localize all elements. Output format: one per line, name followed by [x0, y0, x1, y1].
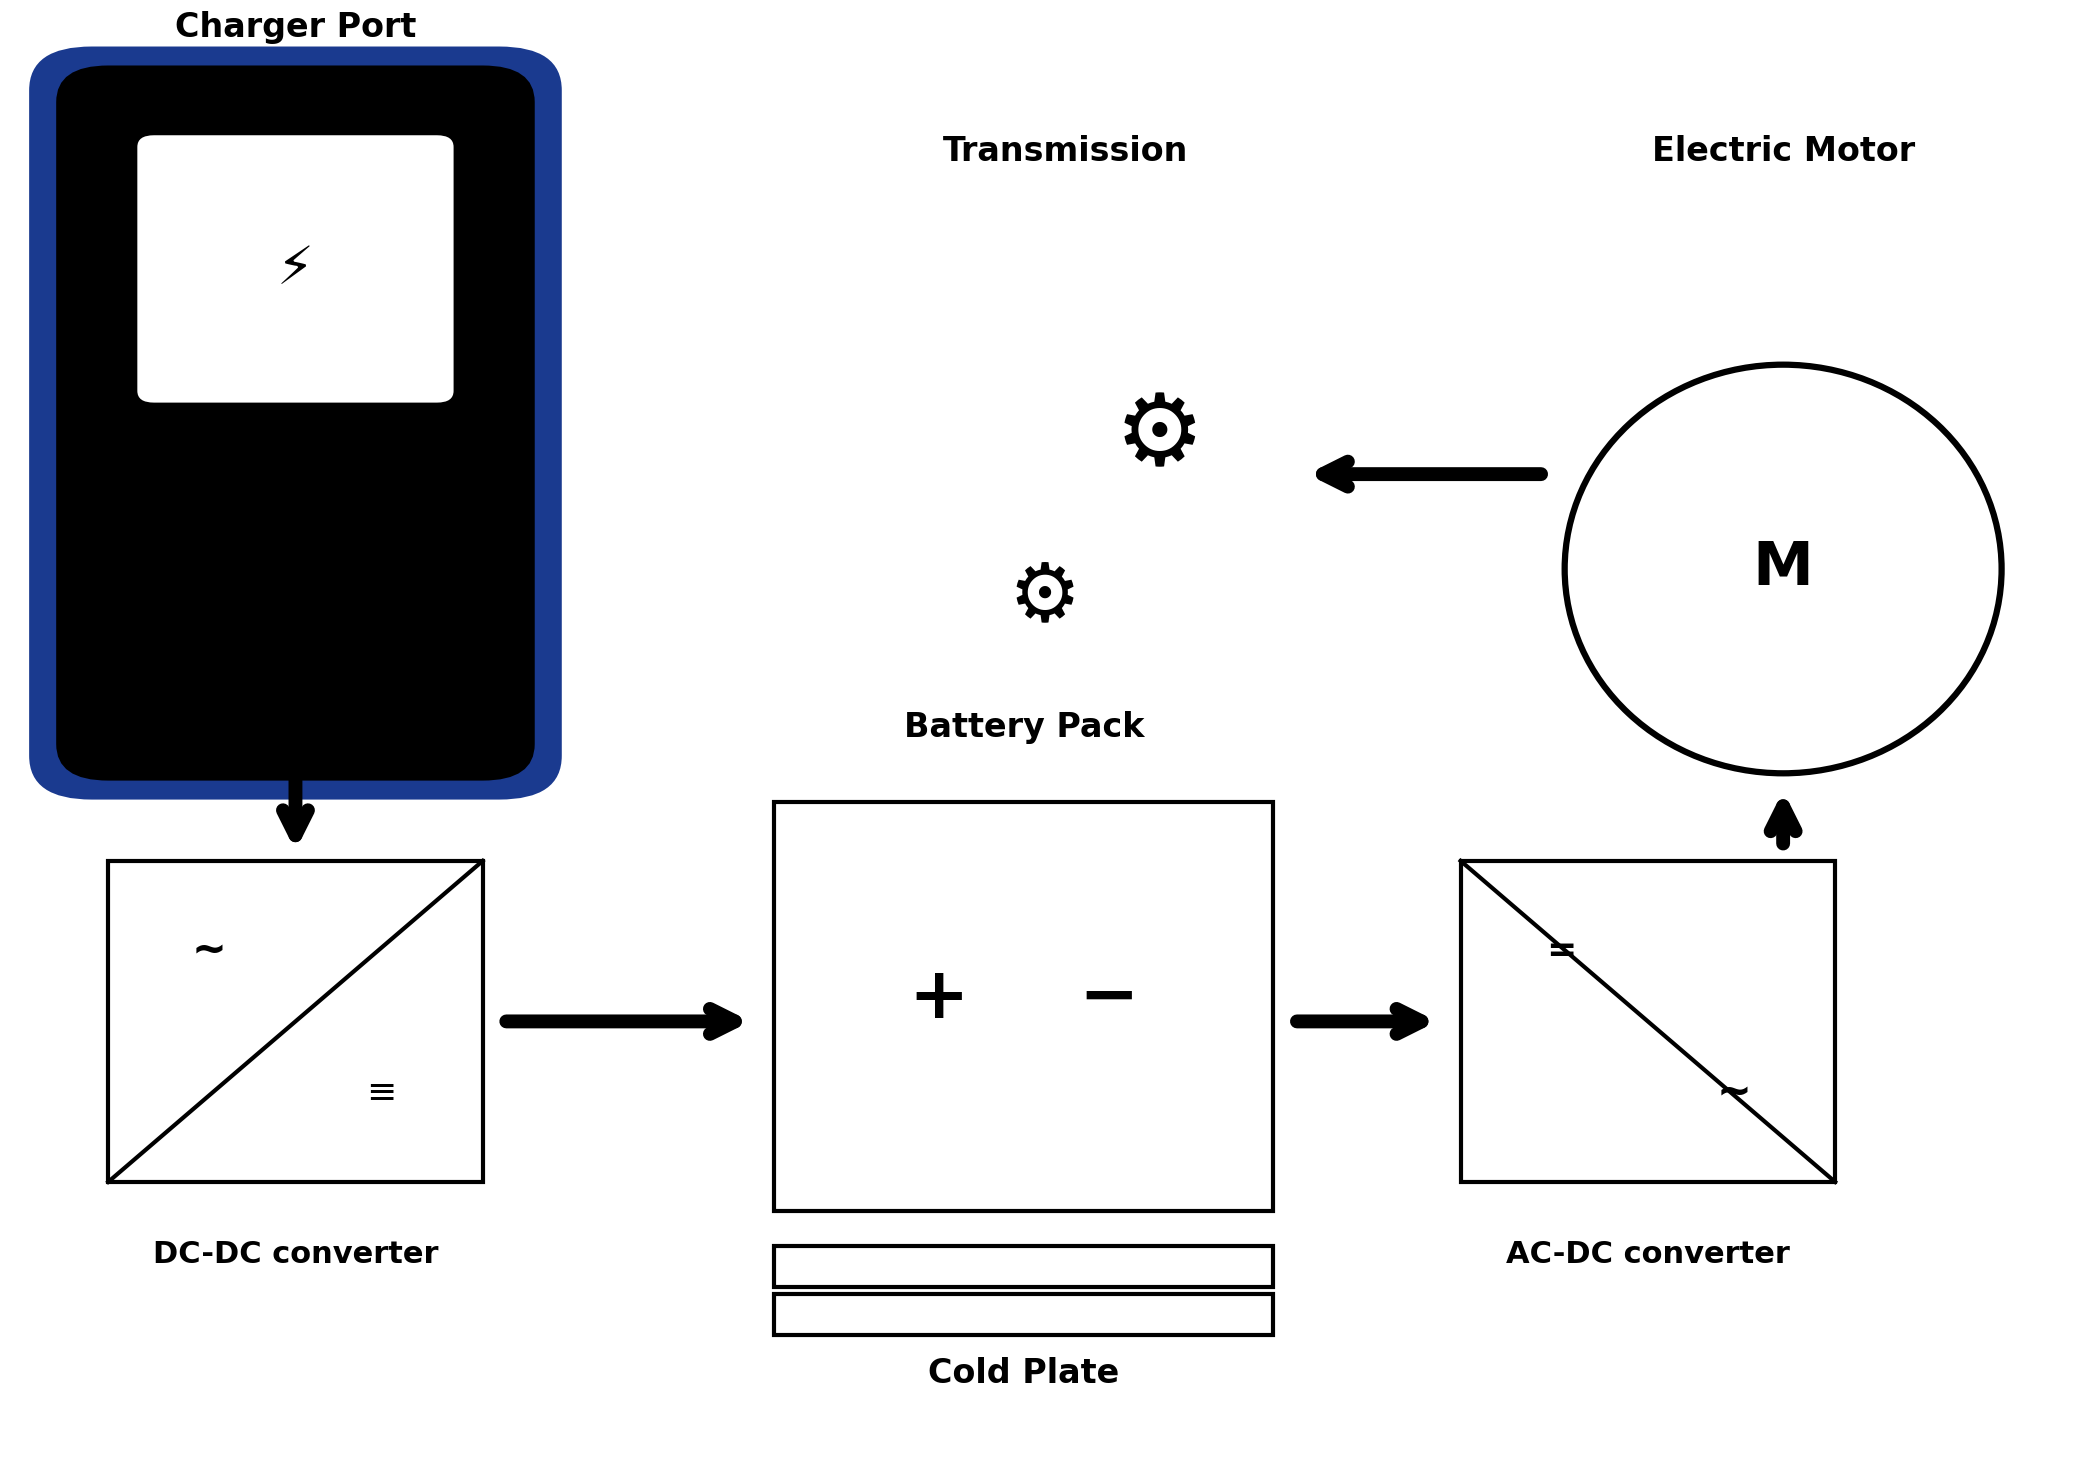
Text: ⚙: ⚙: [1113, 389, 1203, 486]
Text: M: M: [1753, 539, 1813, 599]
Text: Electric Motor: Electric Motor: [1652, 134, 1916, 167]
Text: Charger Port: Charger Port: [175, 10, 416, 43]
Bar: [775, 1246, 1274, 1287]
Text: +: +: [909, 964, 969, 1033]
Text: DC-DC converter: DC-DC converter: [152, 1240, 439, 1270]
Bar: [109, 860, 483, 1182]
Text: ~: ~: [1717, 1072, 1751, 1113]
FancyBboxPatch shape: [138, 136, 453, 402]
Bar: [775, 803, 1274, 1210]
Text: Cold Plate: Cold Plate: [928, 1357, 1120, 1391]
FancyBboxPatch shape: [56, 65, 535, 780]
Text: AC-DC converter: AC-DC converter: [1506, 1240, 1790, 1270]
Text: Transmission: Transmission: [942, 134, 1189, 167]
Text: ⚙: ⚙: [1009, 559, 1080, 637]
Bar: [775, 1295, 1274, 1335]
FancyBboxPatch shape: [29, 46, 562, 800]
Text: Battery Pack: Battery Pack: [905, 711, 1145, 743]
Text: =: =: [1546, 934, 1577, 968]
Ellipse shape: [1565, 365, 2001, 773]
Text: −: −: [1078, 964, 1139, 1033]
Text: ≡: ≡: [366, 1075, 397, 1108]
Bar: [1460, 860, 1834, 1182]
Text: ~: ~: [192, 930, 228, 971]
Text: ⚡: ⚡: [278, 242, 313, 296]
